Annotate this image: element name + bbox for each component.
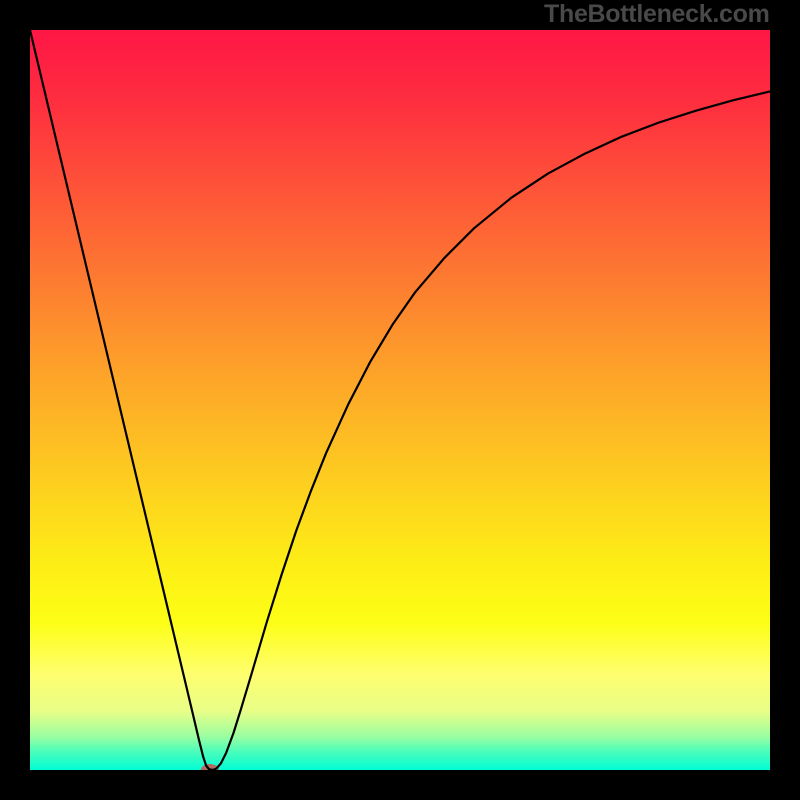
watermark-text: TheBottleneck.com [544, 0, 770, 29]
chart-curve [30, 30, 770, 770]
chart-line-path [30, 30, 770, 770]
chart-plot-area [30, 30, 770, 770]
